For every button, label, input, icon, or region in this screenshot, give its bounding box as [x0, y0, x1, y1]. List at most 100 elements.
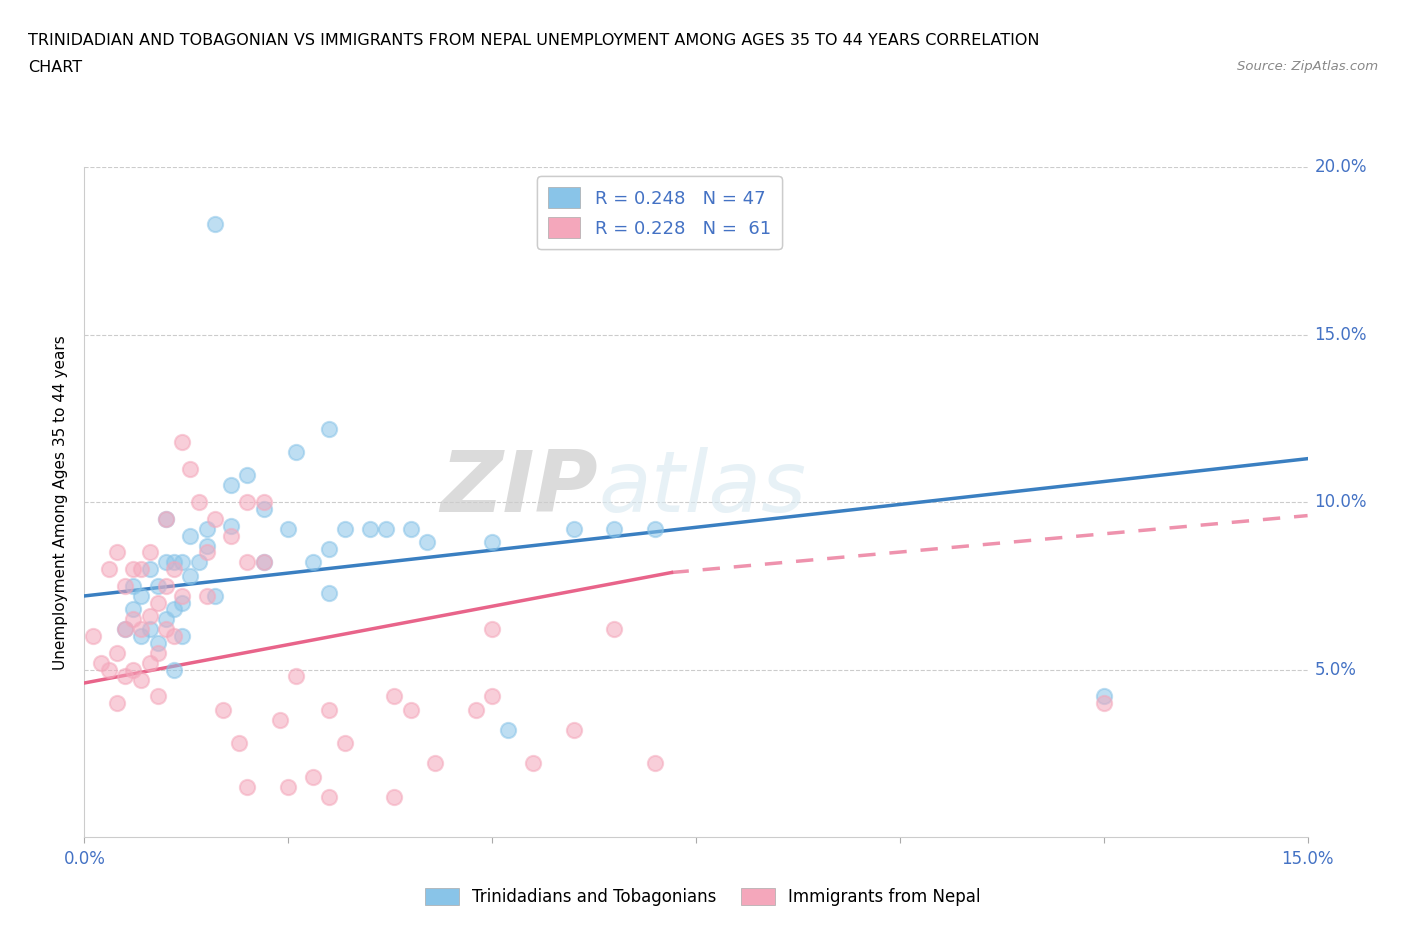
Point: [318, 585, 340, 600]
Point: [172, 434, 194, 449]
Text: TRINIDADIAN AND TOBAGONIAN VS IMMIGRANTS FROM NEPAL UNEMPLOYMENT AMONG AGES 35 T: TRINIDADIAN AND TOBAGONIAN VS IMMIGRANTS…: [28, 33, 1039, 47]
Point: [318, 790, 340, 804]
Point: [423, 756, 446, 771]
Point: [219, 518, 242, 533]
Text: 10.0%: 10.0%: [1315, 493, 1367, 512]
Point: [114, 622, 136, 637]
Point: [318, 421, 340, 436]
Point: [163, 562, 186, 577]
Point: [236, 555, 259, 570]
Point: [204, 589, 226, 604]
Point: [172, 629, 194, 644]
Point: [114, 578, 136, 593]
Point: [562, 522, 585, 537]
Point: [212, 702, 235, 717]
Text: Source: ZipAtlas.com: Source: ZipAtlas.com: [1237, 60, 1378, 73]
Point: [155, 578, 177, 593]
Point: [603, 522, 626, 537]
Point: [97, 662, 120, 677]
Point: [155, 612, 177, 627]
Point: [382, 790, 405, 804]
Point: [138, 608, 160, 623]
Text: 5.0%: 5.0%: [1315, 660, 1357, 679]
Point: [187, 555, 209, 570]
Y-axis label: Unemployment Among Ages 35 to 44 years: Unemployment Among Ages 35 to 44 years: [53, 335, 69, 670]
Point: [179, 528, 201, 543]
Point: [375, 522, 398, 537]
Point: [114, 669, 136, 684]
Point: [644, 756, 666, 771]
Point: [172, 589, 194, 604]
Point: [481, 622, 503, 637]
Point: [155, 512, 177, 526]
Point: [195, 538, 218, 553]
Point: [163, 662, 186, 677]
Point: [644, 522, 666, 537]
Point: [253, 501, 276, 516]
Point: [163, 602, 186, 617]
Point: [179, 568, 201, 583]
Point: [318, 541, 340, 556]
Point: [131, 589, 153, 604]
Point: [114, 622, 136, 637]
Text: 20.0%: 20.0%: [1315, 158, 1367, 177]
Point: [146, 635, 169, 650]
Point: [195, 589, 218, 604]
Point: [155, 512, 177, 526]
Point: [187, 495, 209, 510]
Point: [269, 712, 291, 727]
Point: [253, 495, 276, 510]
Point: [219, 478, 242, 493]
Point: [204, 217, 226, 232]
Point: [603, 622, 626, 637]
Point: [399, 702, 422, 717]
Point: [253, 555, 276, 570]
Point: [146, 578, 169, 593]
Text: atlas: atlas: [598, 447, 806, 530]
Point: [285, 669, 308, 684]
Point: [131, 622, 153, 637]
Point: [204, 512, 226, 526]
Point: [146, 689, 169, 704]
Text: 15.0%: 15.0%: [1315, 326, 1367, 344]
Point: [138, 562, 160, 577]
Point: [464, 702, 486, 717]
Point: [1092, 696, 1115, 711]
Point: [359, 522, 381, 537]
Point: [253, 555, 276, 570]
Point: [318, 702, 340, 717]
Point: [138, 656, 160, 671]
Point: [382, 689, 405, 704]
Point: [90, 656, 112, 671]
Point: [172, 595, 194, 610]
Point: [179, 461, 201, 476]
Point: [228, 736, 250, 751]
Point: [131, 672, 153, 687]
Point: [131, 562, 153, 577]
Point: [82, 629, 104, 644]
Point: [219, 528, 242, 543]
Point: [236, 779, 259, 794]
Point: [498, 723, 520, 737]
Point: [416, 535, 439, 550]
Text: ZIP: ZIP: [440, 447, 598, 530]
Point: [195, 522, 218, 537]
Point: [522, 756, 544, 771]
Point: [163, 555, 186, 570]
Point: [236, 468, 259, 483]
Point: [138, 545, 160, 560]
Point: [146, 645, 169, 660]
Point: [285, 445, 308, 459]
Point: [195, 545, 218, 560]
Point: [1092, 689, 1115, 704]
Point: [122, 578, 145, 593]
Point: [236, 495, 259, 510]
Point: [97, 562, 120, 577]
Point: [335, 736, 357, 751]
Point: [481, 689, 503, 704]
Point: [172, 555, 194, 570]
Point: [335, 522, 357, 537]
Text: CHART: CHART: [28, 60, 82, 75]
Point: [277, 779, 299, 794]
Point: [105, 696, 128, 711]
